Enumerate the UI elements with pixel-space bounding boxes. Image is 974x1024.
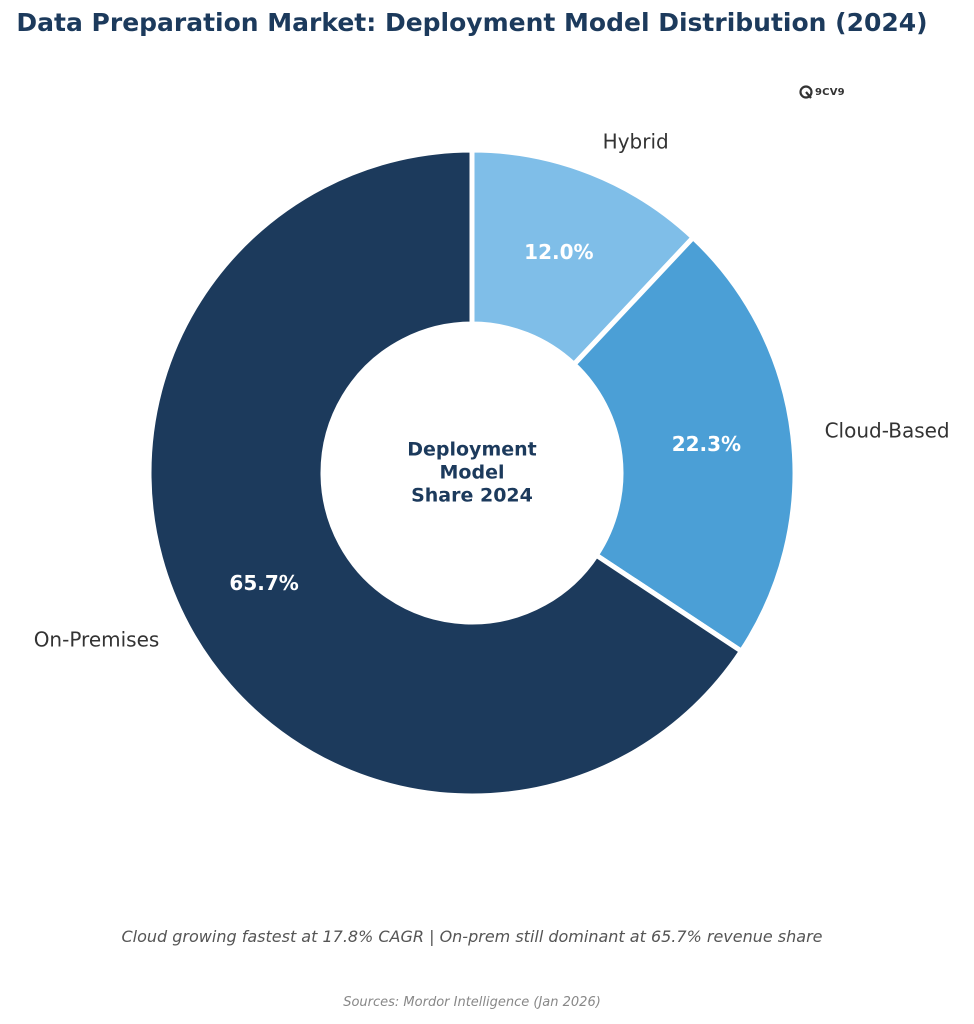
category-label-hybrid: Hybrid	[603, 129, 669, 153]
slice-hybrid	[469, 147, 697, 368]
slice-cloud-based	[570, 234, 798, 655]
category-label-cloud-based: Cloud-Based	[825, 418, 950, 442]
center-label-line-2: Model	[440, 462, 505, 484]
chart-subtitle: Cloud growing fastest at 17.8% CAGR | On…	[121, 927, 823, 946]
center-label-line-1: Deployment	[407, 439, 537, 461]
logo-text: 9CV9	[815, 86, 845, 98]
brand-logo: 9CV9	[798, 84, 845, 100]
value-label-hybrid: 12.0%	[524, 240, 593, 264]
value-label-on-premises: 65.7%	[229, 571, 298, 595]
slice-on-premises	[146, 147, 745, 799]
chart-title: Data Preparation Market: Deployment Mode…	[16, 8, 928, 37]
category-label-on-premises: On-Premises	[34, 628, 160, 652]
9cv9-logo-icon	[799, 85, 813, 99]
center-label-line-3: Share 2024	[411, 485, 533, 507]
source-note: Sources: Mordor Intelligence (Jan 2026)	[343, 995, 601, 1010]
value-label-cloud-based: 22.3%	[672, 432, 741, 456]
